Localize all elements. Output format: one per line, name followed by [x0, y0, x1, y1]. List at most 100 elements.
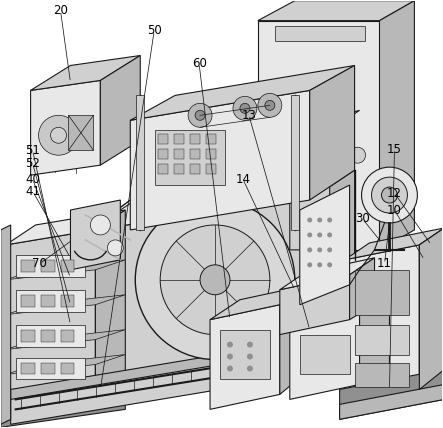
Text: 10: 10: [387, 203, 402, 217]
Circle shape: [51, 127, 66, 143]
Circle shape: [307, 262, 312, 268]
Bar: [291, 95, 299, 230]
Circle shape: [227, 366, 233, 372]
Bar: [16, 325, 85, 347]
Text: 51: 51: [25, 144, 40, 157]
Text: 13: 13: [241, 109, 256, 122]
Bar: [354, 325, 409, 354]
Bar: [16, 255, 85, 277]
Polygon shape: [31, 80, 101, 175]
Circle shape: [372, 177, 408, 213]
Bar: [158, 149, 168, 159]
Bar: [21, 363, 35, 374]
Circle shape: [327, 232, 332, 238]
Polygon shape: [420, 228, 443, 389]
Circle shape: [258, 93, 282, 117]
Circle shape: [233, 96, 257, 120]
Polygon shape: [1, 225, 11, 424]
Polygon shape: [380, 1, 414, 250]
Bar: [206, 164, 216, 174]
Polygon shape: [258, 1, 414, 21]
Circle shape: [240, 103, 250, 113]
Polygon shape: [310, 170, 354, 350]
Bar: [16, 357, 85, 380]
Text: 70: 70: [32, 257, 47, 270]
Text: 40: 40: [25, 172, 40, 186]
Bar: [61, 295, 74, 307]
Bar: [174, 134, 184, 144]
Bar: [190, 164, 200, 174]
Circle shape: [247, 342, 253, 348]
Bar: [158, 134, 168, 144]
Circle shape: [327, 247, 332, 253]
Polygon shape: [90, 170, 354, 230]
Circle shape: [160, 225, 270, 335]
Polygon shape: [31, 56, 140, 90]
Bar: [61, 260, 74, 272]
Circle shape: [350, 147, 365, 163]
Polygon shape: [300, 185, 350, 305]
Bar: [354, 363, 409, 387]
Polygon shape: [280, 275, 350, 335]
Bar: [21, 330, 35, 342]
Circle shape: [381, 187, 397, 203]
Bar: [174, 149, 184, 159]
Bar: [158, 164, 168, 174]
Bar: [190, 134, 200, 144]
Polygon shape: [1, 384, 125, 427]
Polygon shape: [345, 245, 420, 404]
Bar: [220, 330, 270, 380]
Circle shape: [361, 167, 417, 223]
Polygon shape: [6, 354, 125, 374]
Polygon shape: [340, 384, 443, 419]
Bar: [41, 295, 54, 307]
Bar: [21, 295, 35, 307]
Bar: [41, 260, 54, 272]
Circle shape: [247, 366, 253, 372]
Polygon shape: [70, 200, 120, 270]
Bar: [136, 95, 144, 230]
Text: 14: 14: [235, 172, 250, 186]
Circle shape: [200, 265, 230, 295]
Circle shape: [227, 342, 233, 348]
Text: 30: 30: [355, 212, 370, 226]
Text: 50: 50: [147, 24, 162, 37]
Text: 15: 15: [387, 143, 402, 156]
Polygon shape: [290, 130, 330, 250]
Polygon shape: [345, 228, 443, 260]
Circle shape: [317, 217, 322, 223]
Bar: [69, 115, 93, 150]
Polygon shape: [420, 228, 443, 389]
Bar: [300, 335, 350, 374]
Bar: [16, 290, 85, 312]
Circle shape: [247, 354, 253, 360]
Bar: [61, 330, 74, 342]
Polygon shape: [290, 305, 360, 399]
Bar: [41, 363, 54, 374]
Text: 20: 20: [53, 4, 68, 17]
Circle shape: [188, 103, 212, 127]
Circle shape: [195, 110, 205, 120]
Polygon shape: [310, 65, 354, 200]
Circle shape: [317, 262, 322, 268]
Circle shape: [317, 232, 322, 238]
Circle shape: [307, 247, 312, 253]
Circle shape: [317, 247, 322, 253]
Text: 60: 60: [192, 57, 206, 70]
Circle shape: [265, 101, 275, 110]
Circle shape: [90, 215, 110, 235]
Bar: [21, 260, 35, 272]
Polygon shape: [210, 305, 280, 409]
Bar: [174, 164, 184, 174]
Polygon shape: [130, 90, 310, 230]
Polygon shape: [290, 110, 360, 140]
Polygon shape: [90, 200, 310, 380]
Circle shape: [327, 262, 332, 268]
Polygon shape: [95, 210, 125, 399]
Polygon shape: [290, 285, 389, 325]
Polygon shape: [280, 285, 310, 395]
Polygon shape: [258, 21, 380, 250]
Polygon shape: [6, 210, 125, 245]
Circle shape: [307, 217, 312, 223]
Bar: [206, 134, 216, 144]
